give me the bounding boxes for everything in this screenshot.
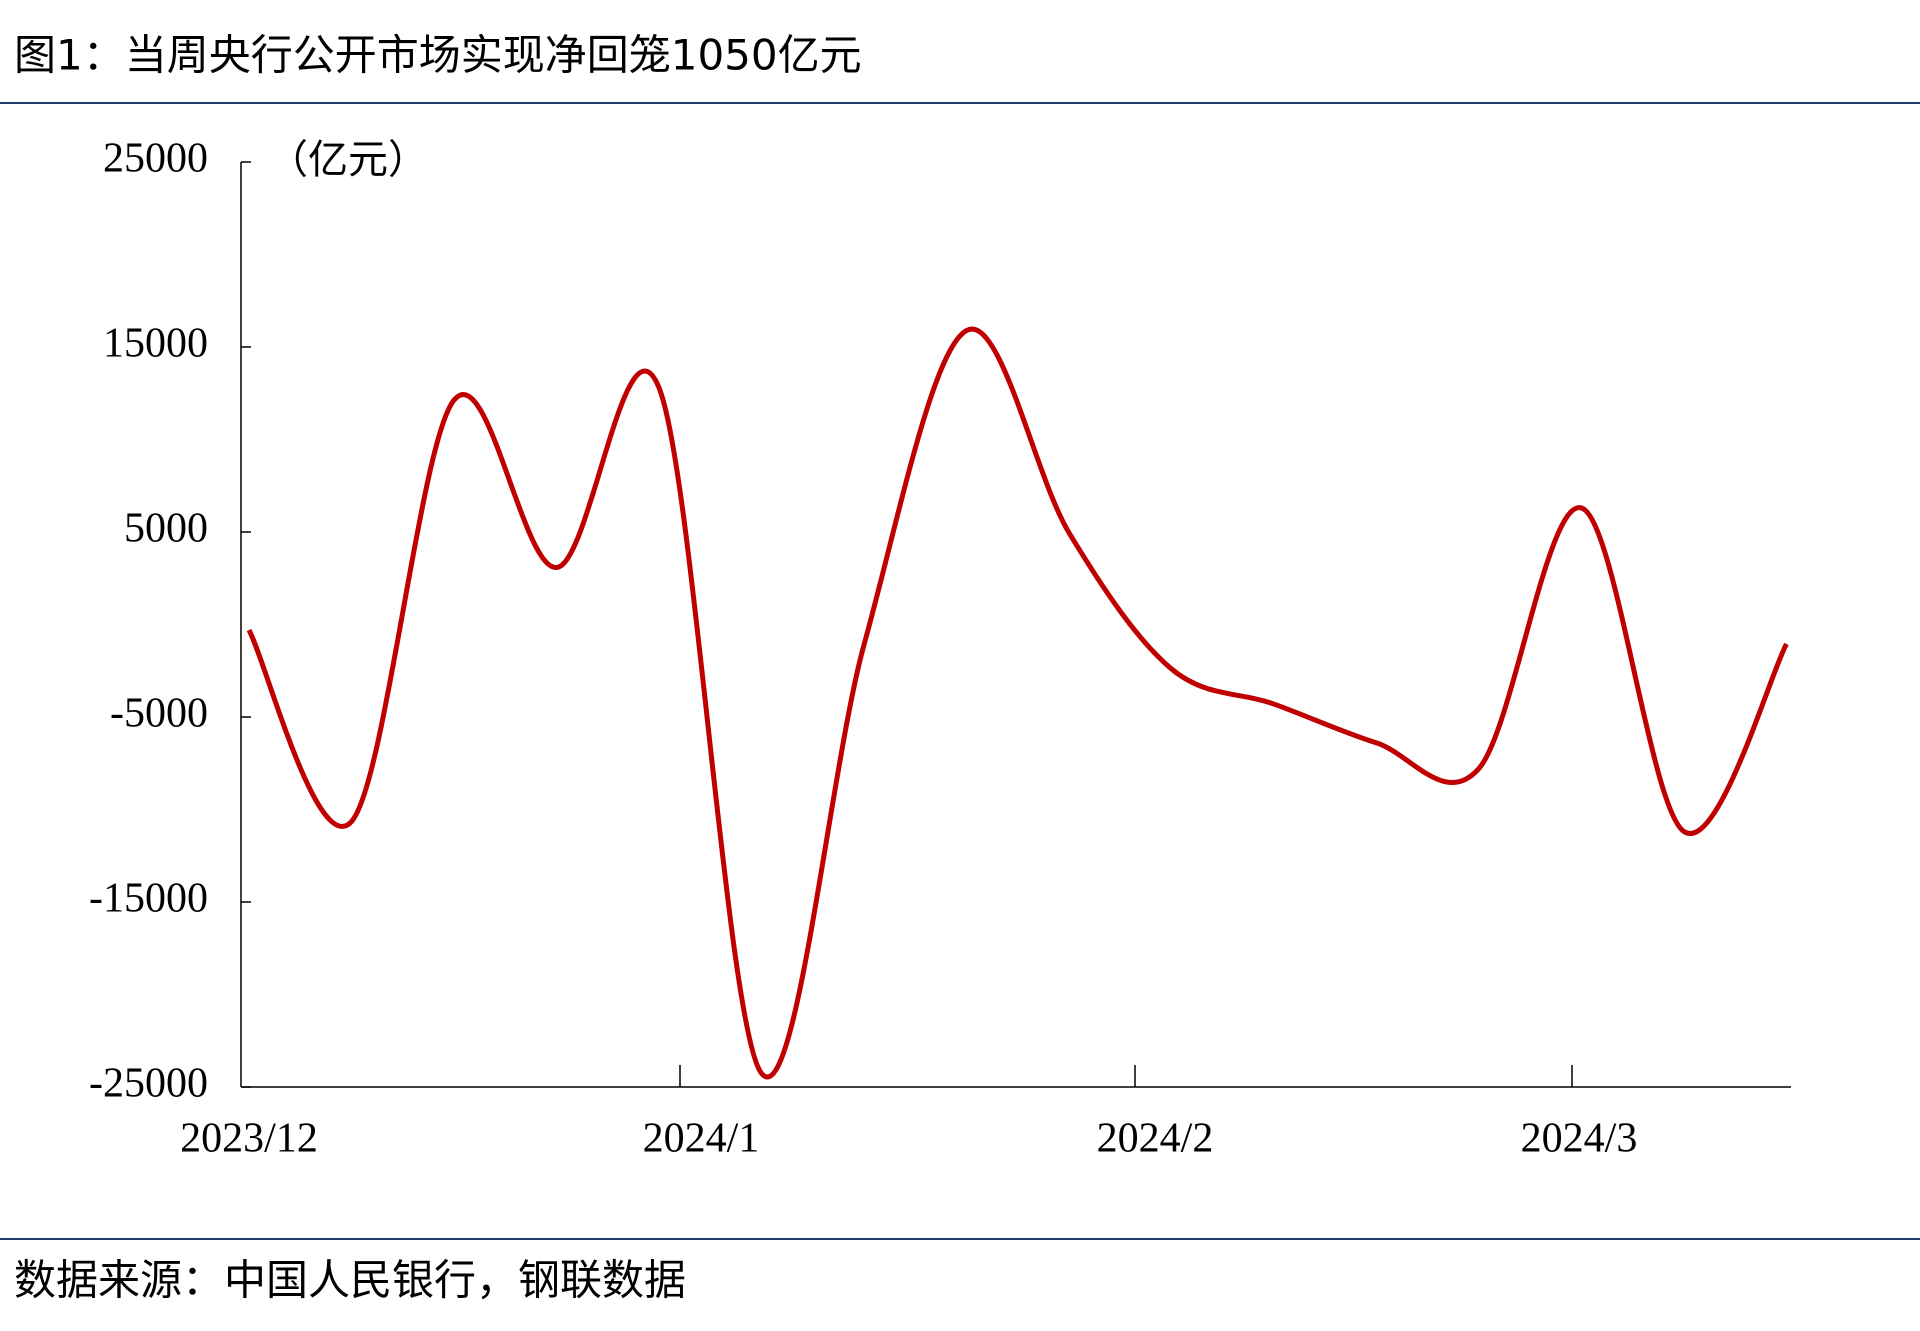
source-note: 数据来源：中国人民银行，钢联数据 [14, 1256, 686, 1305]
x-tick-label: 2024/3 [1521, 1116, 1638, 1162]
y-unit: （亿元） [268, 137, 428, 183]
y-tick-label: 25000 [103, 136, 208, 182]
x-tick-label: 2024/2 [1097, 1116, 1214, 1162]
y-tick-label: -5000 [110, 691, 208, 737]
data-line [246, 326, 1789, 1080]
y-tick-label: -25000 [89, 1061, 208, 1107]
x-tick-label: 2023/12 [180, 1116, 318, 1162]
x-tick-label: 2024/1 [643, 1116, 760, 1162]
y-tick-label: -15000 [89, 876, 208, 922]
y-tick-label: 5000 [124, 506, 208, 552]
chart-title: 图1：当周央行公开市场实现净回笼1050亿元 [14, 31, 862, 80]
y-tick-label: 15000 [103, 321, 208, 367]
